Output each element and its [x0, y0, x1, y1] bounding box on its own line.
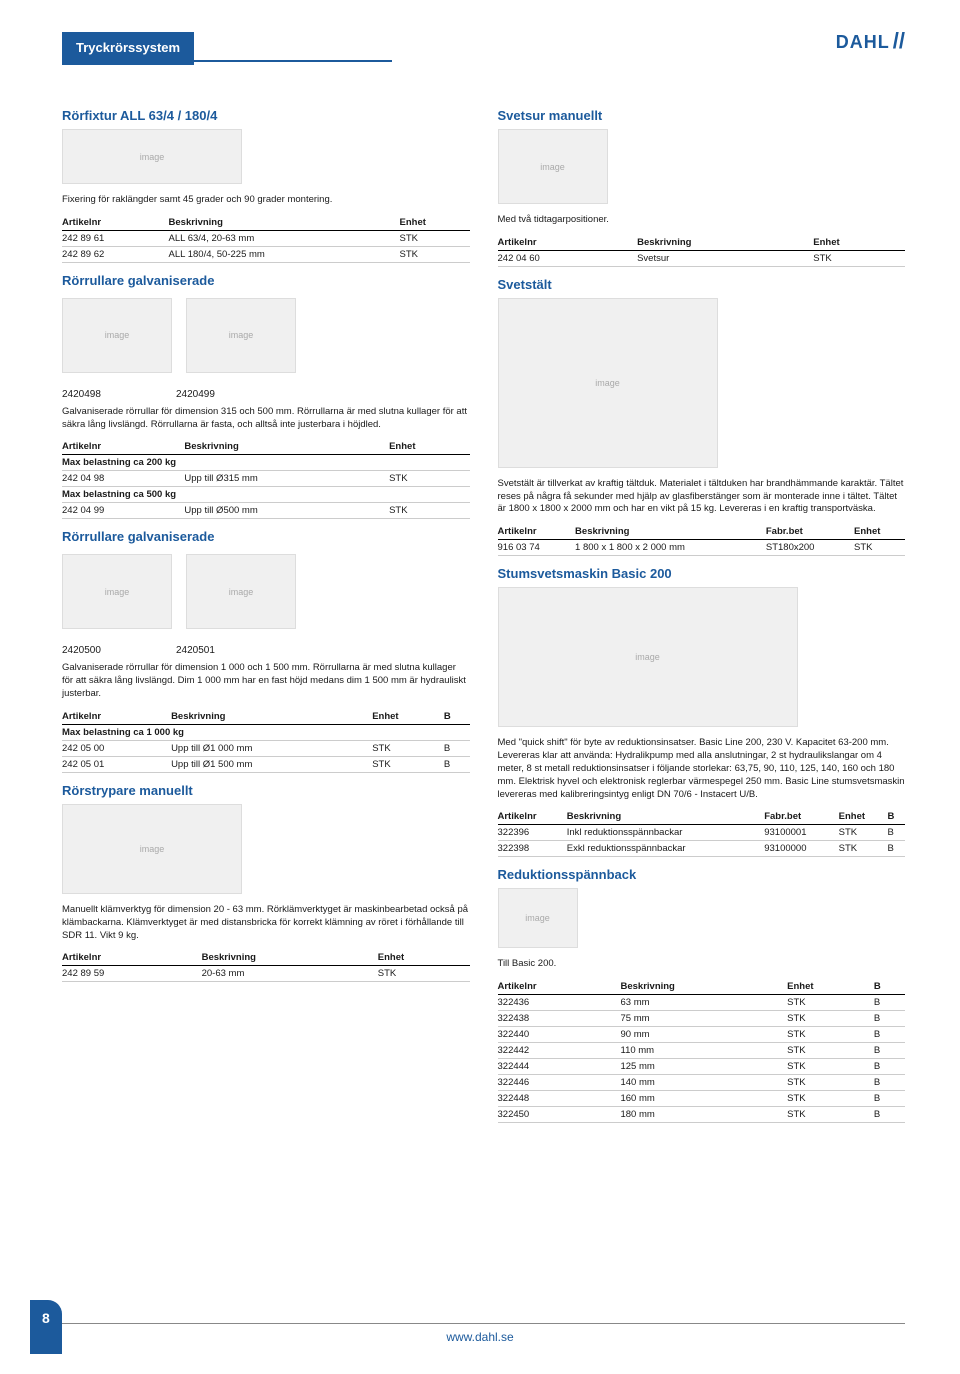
th: Artikelnr [62, 439, 184, 455]
section-title: Rörfixtur ALL 63/4 / 180/4 [62, 108, 470, 123]
table-row: 242 05 00 Upp till Ø1 000 mm STK B [62, 740, 470, 756]
product-image: image [498, 298, 718, 468]
image-caption: 2420500 [62, 645, 162, 656]
th: Enhet [854, 524, 905, 540]
logo-text: DAHL [836, 32, 890, 52]
th: Artikelnr [62, 950, 202, 966]
page-number: 8 [30, 1300, 62, 1354]
product-image: image [62, 129, 242, 184]
table-subheader: Max belastning ca 200 kg [62, 455, 470, 471]
product-image: image [186, 554, 296, 629]
th: B [444, 709, 470, 725]
table-subheader: Max belastning ca 1 000 kg [62, 724, 470, 740]
table-row: 322446140 mmSTKB [498, 1075, 906, 1091]
th: Artikelnr [62, 709, 171, 725]
product-image: image [498, 587, 798, 727]
table-row: 322448160 mmSTKB [498, 1091, 906, 1107]
th: Beskrivning [620, 979, 787, 995]
th: Beskrivning [169, 215, 400, 231]
table-row: 916 03 74 1 800 x 1 800 x 2 000 mm ST180… [498, 540, 906, 556]
product-table: Artikelnr Beskrivning Enhet Max belastni… [62, 439, 470, 519]
header-underline [62, 60, 392, 62]
th: Beskrivning [575, 524, 766, 540]
section-desc: Fixering för raklängder samt 45 grader o… [62, 194, 470, 207]
th: Artikelnr [498, 235, 638, 251]
product-image: image [62, 554, 172, 629]
th: Beskrivning [171, 709, 372, 725]
th: Artikelnr [498, 809, 567, 825]
image-caption: 2420498 [62, 389, 162, 400]
th: Fabr.bet [764, 809, 838, 825]
logo: DAHL // [836, 28, 905, 54]
section-desc: Manuellt klämverktyg för dimension 20 - … [62, 904, 470, 942]
th: Enhet [787, 979, 874, 995]
th: Enhet [378, 950, 470, 966]
product-image: image [62, 298, 172, 373]
product-image: image [62, 804, 242, 894]
logo-slash-icon: // [893, 28, 905, 53]
section-title: Rörrullare galvaniserade [62, 529, 470, 544]
section-desc: Till Basic 200. [498, 958, 906, 971]
section-title: Rörstrypare manuellt [62, 783, 470, 798]
table-row: 242 05 01 Upp till Ø1 500 mm STK B [62, 756, 470, 772]
th: Beskrivning [202, 950, 378, 966]
th: Enhet [372, 709, 444, 725]
section-desc: Galvaniserade rörrullar för dimension 1 … [62, 662, 470, 700]
product-table: Artikelnr Beskrivning Enhet B 32243663 m… [498, 979, 906, 1123]
section-desc: Med "quick shift" för byte av reduktions… [498, 737, 906, 801]
table-row: 32244090 mmSTKB [498, 1027, 906, 1043]
table-row: 322398 Exkl reduktionsspännbackar 931000… [498, 841, 906, 857]
table-subheader: Max belastning ca 500 kg [62, 487, 470, 503]
footer: www.dahl.se [0, 1323, 960, 1344]
th: Enhet [839, 809, 888, 825]
table-row: 242 89 62 ALL 180/4, 50-225 mm STK [62, 246, 470, 262]
th: Beskrivning [637, 235, 813, 251]
product-table: Artikelnr Beskrivning Fabr.bet Enhet 916… [498, 524, 906, 556]
th: Beskrivning [184, 439, 389, 455]
th: Enhet [813, 235, 905, 251]
section-title: Reduktionsspännback [498, 867, 906, 882]
section-title: Rörrullare galvaniserade [62, 273, 470, 288]
footer-divider [62, 1323, 905, 1324]
th: Artikelnr [498, 524, 576, 540]
table-row: 242 04 98 Upp till Ø315 mm STK [62, 471, 470, 487]
image-caption: 2420501 [176, 645, 276, 656]
product-table: Artikelnr Beskrivning Enhet 242 89 61 AL… [62, 215, 470, 263]
section-desc: Med två tidtagarpositioner. [498, 214, 906, 227]
th: B [887, 809, 905, 825]
table-row: 32243663 mmSTKB [498, 995, 906, 1011]
table-row: 242 04 60 Svetsur STK [498, 250, 906, 266]
image-caption: 2420499 [176, 389, 276, 400]
section-desc: Svetstält är tillverkat av kraftig tältd… [498, 478, 906, 516]
left-column: Rörfixtur ALL 63/4 / 180/4 image Fixerin… [62, 98, 470, 1133]
section-title: Stumsvetsmaskin Basic 200 [498, 566, 906, 581]
section-desc: Galvaniserade rörrullar för dimension 31… [62, 406, 470, 432]
table-row: 242 89 59 20-63 mm STK [62, 966, 470, 982]
section-title: Svetstält [498, 277, 906, 292]
th: Fabr.bet [766, 524, 854, 540]
product-table: Artikelnr Beskrivning Enhet 242 04 60 Sv… [498, 235, 906, 267]
th: Enhet [389, 439, 469, 455]
table-row: 32243875 mmSTKB [498, 1011, 906, 1027]
product-table: Artikelnr Beskrivning Enhet B Max belast… [62, 709, 470, 773]
th: B [874, 979, 905, 995]
right-column: Svetsur manuellt image Med två tidtagarp… [498, 98, 906, 1133]
product-image: image [498, 888, 578, 948]
section-title: Svetsur manuellt [498, 108, 906, 123]
product-image: image [498, 129, 608, 204]
table-row: 322450180 mmSTKB [498, 1107, 906, 1123]
th: Beskrivning [567, 809, 764, 825]
table-row: 322442110 mmSTKB [498, 1043, 906, 1059]
product-table: Artikelnr Beskrivning Enhet 242 89 59 20… [62, 950, 470, 982]
th: Enhet [400, 215, 470, 231]
table-row: 242 04 99 Upp till Ø500 mm STK [62, 503, 470, 519]
table-row: 322396 Inkl reduktionsspännbackar 931000… [498, 825, 906, 841]
table-row: 322444125 mmSTKB [498, 1059, 906, 1075]
product-table: Artikelnr Beskrivning Fabr.bet Enhet B 3… [498, 809, 906, 857]
table-row: 242 89 61 ALL 63/4, 20-63 mm STK [62, 230, 470, 246]
th: Artikelnr [62, 215, 169, 231]
product-image: image [186, 298, 296, 373]
th: Artikelnr [498, 979, 621, 995]
footer-url: www.dahl.se [446, 1330, 513, 1344]
